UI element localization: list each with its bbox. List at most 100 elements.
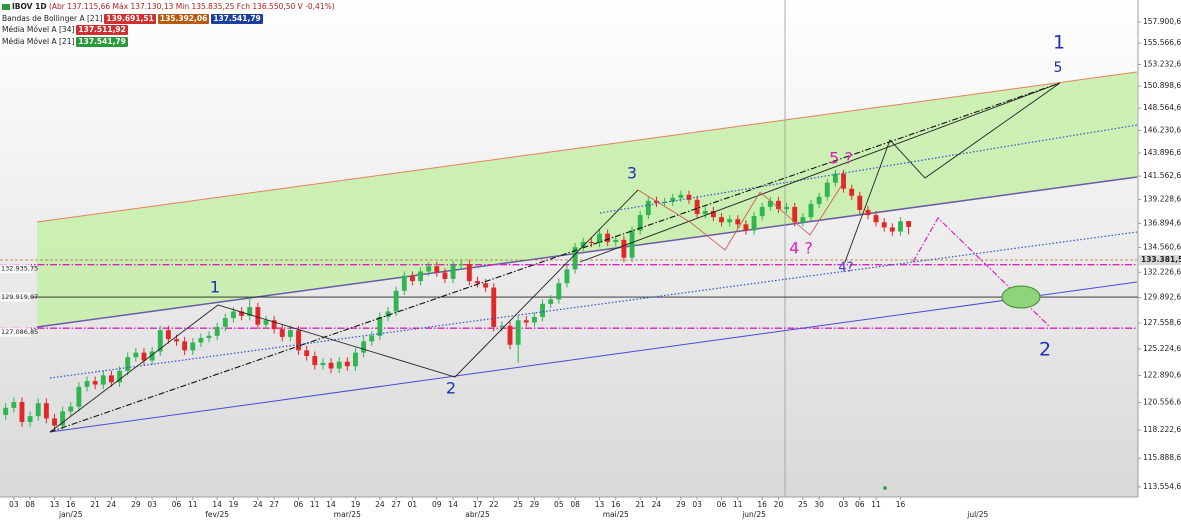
y-tick-label: 157.900,64	[1143, 17, 1181, 26]
x-tick-label: 20	[774, 500, 784, 509]
x-tick-label: 11	[733, 500, 743, 509]
candle-body	[231, 311, 236, 319]
indicator-row: Bandas de Bollinger A [21] 139.691,51 135.…	[2, 13, 335, 25]
y-tick-label: 139.228,64	[1143, 195, 1181, 204]
y-tick-label: 136.894,64	[1143, 218, 1181, 227]
x-tick-label: 06	[172, 500, 182, 509]
y-tick-label: 120.556,64	[1143, 398, 1181, 407]
x-tick-label: 16	[896, 500, 906, 509]
month-label: fev/25	[205, 510, 229, 519]
candle-body	[157, 330, 163, 352]
candle-body	[198, 338, 204, 343]
candle-body	[385, 311, 391, 317]
candle-body	[475, 281, 480, 284]
month-label: jul/25	[966, 510, 988, 519]
month-label: mai/25	[603, 510, 629, 519]
candle-body	[865, 209, 871, 216]
candle-body	[483, 283, 489, 288]
y-tick-label: 148.564,64	[1143, 103, 1181, 112]
target-ellipse	[1001, 285, 1041, 309]
last-price-label: 133.381,58	[1141, 255, 1181, 264]
price-line-label-box	[0, 327, 31, 337]
x-tick-label: 27	[391, 500, 401, 509]
axes: 157.900,64 155.566,64 153.232,64 150.898,64…	[0, 17, 1181, 519]
candle-body	[287, 330, 293, 337]
wave-label: 4 ?	[789, 239, 813, 258]
channel-fill	[37, 72, 1137, 327]
candle-body	[43, 403, 49, 419]
candles	[3, 169, 912, 431]
price-line-label: 129.919,07	[1, 293, 38, 301]
x-tick-label: 24	[253, 500, 263, 509]
x-tick-label: 08	[570, 500, 580, 509]
candle-body	[507, 325, 513, 345]
candle-body	[165, 330, 171, 340]
candle-body	[60, 411, 66, 426]
candle-body	[125, 357, 131, 371]
y-tick-label: 122.890,64	[1143, 370, 1181, 379]
price-line-label-box	[0, 264, 31, 274]
candle-body	[719, 217, 724, 223]
indicator-label: Média Móvel A [34]	[2, 25, 75, 34]
header-row: IBOV 1D (Abr 137.115,66 Máx 137.130,13 M…	[2, 1, 335, 13]
y-tick-label: 134.560,64	[1143, 243, 1181, 252]
month-label: jun/25	[741, 510, 766, 519]
x-tick-label: 30	[814, 500, 824, 509]
x-tick-label: 16	[66, 500, 76, 509]
candle-body	[751, 216, 757, 231]
candle-body	[572, 247, 578, 270]
candle-body	[247, 307, 253, 316]
x-tick-label: 14	[212, 500, 222, 509]
y-tick-label: 150.898,64	[1143, 81, 1181, 90]
y-tick-label: 141.562,64	[1143, 171, 1181, 180]
symbol: IBOV 1D	[12, 2, 47, 11]
candle-body	[889, 227, 895, 232]
x-axis-panel	[0, 497, 1138, 521]
price-line-label: 132.935,75	[1, 265, 38, 273]
candle-body	[52, 418, 57, 426]
x-tick-label: 06	[294, 500, 304, 509]
candle-body	[239, 311, 245, 316]
candle-body	[710, 211, 716, 218]
candle-body	[11, 402, 17, 408]
candle-body	[312, 356, 318, 366]
candle-body	[377, 316, 383, 336]
candle-body	[206, 335, 212, 339]
indicator-value: 135.392,06	[157, 13, 210, 24]
x-tick-label: 13	[595, 500, 605, 509]
quote: (Abr 137.115,66 Máx 137.130,13 Min 135.8…	[48, 2, 335, 11]
candle-body	[898, 221, 903, 232]
candle-body	[271, 320, 277, 330]
x-tick-label: 11	[188, 500, 198, 509]
candle-body	[214, 326, 220, 336]
x-tick-label: 24	[107, 500, 117, 509]
candle-body	[344, 361, 350, 367]
candle-body	[832, 173, 838, 183]
indicator-value: 137.541,79	[211, 13, 263, 24]
candle-body	[466, 264, 472, 282]
candle-body	[279, 329, 285, 337]
candle-body	[621, 239, 627, 258]
candle-body	[369, 335, 375, 342]
x-tick-label: 19	[351, 500, 361, 509]
wave-label: 1	[210, 278, 220, 297]
candle-body	[76, 386, 82, 407]
wave-line	[637, 179, 846, 251]
candle-body	[84, 381, 90, 387]
x-tick-label: 13	[50, 500, 60, 509]
x-tick-label: 27	[269, 500, 279, 509]
candle-body	[255, 307, 261, 325]
last-price-box	[1139, 255, 1181, 266]
candle-body	[3, 407, 9, 415]
x-tick-label: 06	[855, 500, 865, 509]
indicator-row: Média Móvel A [34] 137.511,92	[2, 24, 335, 36]
dotted-line	[49, 231, 1138, 379]
candle-body	[442, 272, 448, 279]
candle-body	[68, 406, 74, 412]
x-tick-label: 19	[229, 500, 239, 509]
x-tick-label: 16	[611, 500, 621, 509]
wave-label: 1	[1053, 32, 1065, 54]
candle-body	[141, 352, 147, 361]
x-tick-label: 21	[635, 500, 645, 509]
